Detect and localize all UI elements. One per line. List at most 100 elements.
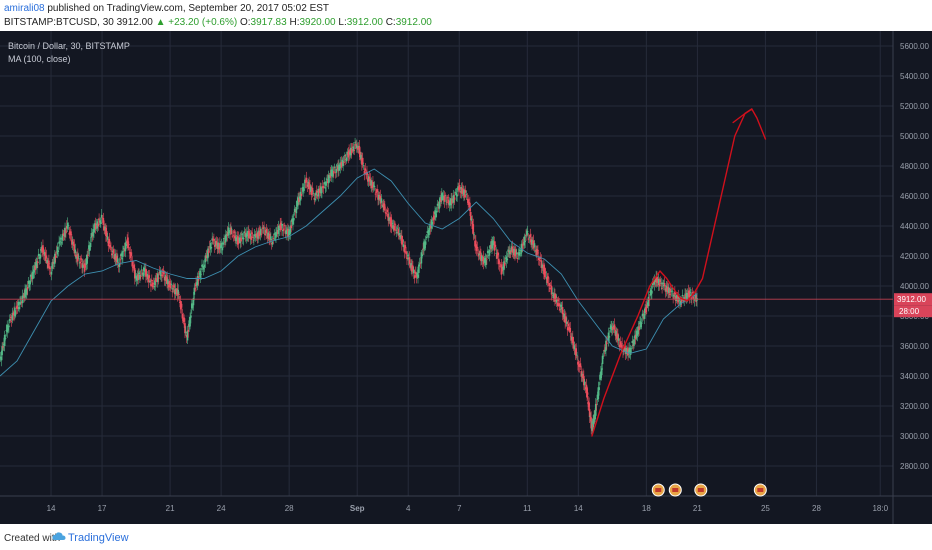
candle-body [86,254,88,264]
high-label: H: [289,17,300,28]
candle-body [250,236,253,240]
candle-body [162,272,164,273]
candle-body [246,235,248,237]
candle-body [118,263,121,267]
candle-body [9,317,12,318]
author-link[interactable]: amirali08 [4,3,45,14]
candle-body [442,195,445,201]
price-chart[interactable]: 2800.003000.003200.003400.003600.003800.… [0,31,932,524]
candle-body [238,237,241,241]
candle-body [120,253,122,257]
candle-body [178,294,180,295]
candle-body [395,229,397,231]
candle-body [222,242,225,245]
candle-body [561,307,564,315]
candle-body [73,244,76,254]
candle-body [352,146,355,152]
candle-body [377,194,379,200]
candle-body [401,235,403,245]
candle-body [1,346,3,356]
candle-body [298,196,301,199]
close-label: C: [385,17,396,28]
candle-body [558,303,560,307]
candle-body [470,218,473,221]
candle-body [623,347,625,351]
candle-body [418,264,420,273]
candle-body [144,268,146,272]
candle-body [572,341,575,349]
candle-body [443,195,446,202]
candle-body [667,286,669,293]
x-tick-label: 25 [761,504,770,513]
candle-body [74,249,77,254]
candle-body [385,213,388,215]
candle-body [549,284,552,286]
candle-body [625,347,628,354]
candle-body [618,344,621,348]
candle-body [601,355,604,365]
candle-body [97,223,100,227]
candle-body [179,301,182,310]
low-label: L: [338,17,347,28]
last-price: 3912.00 [116,17,153,28]
candle-body [388,217,390,221]
candle-body [37,253,40,257]
candle-body [196,275,199,285]
candle-body [372,185,375,187]
candle-body [480,255,483,262]
candle-body [497,252,499,256]
candle-body [339,162,342,169]
candle-body [675,295,678,301]
candle-body [276,230,278,232]
candle-body [232,235,235,237]
tradingview-brand[interactable]: TradingView [68,532,129,544]
candle-body [60,242,63,244]
candle-body [195,282,197,286]
candle-body [436,203,439,206]
candle-body [386,209,389,212]
candle-body [11,312,14,321]
candle-body [586,392,589,395]
candle-body [333,171,335,174]
drawing-annotation[interactable] [732,108,753,124]
candle-body [186,330,189,341]
candle-body [316,190,318,193]
candle-body [382,205,384,207]
candle-body [133,265,135,269]
candle-body [466,198,469,200]
candle-body [583,381,586,385]
candle-body [611,326,613,331]
candle-body [159,270,162,275]
candle-body [236,238,238,239]
candle-body [75,254,77,258]
candle-body [685,294,687,300]
candle-body [128,252,131,254]
candle-body [55,251,58,253]
candle-body [688,290,691,298]
candle-body [391,222,394,224]
candle-body [14,307,16,317]
candle-body [157,277,160,279]
candle-body [217,242,219,250]
candle-body [550,285,553,295]
candle-body [653,279,656,285]
x-tick-label: 21 [693,504,702,513]
candle-body [190,303,193,309]
candle-body [231,235,234,237]
candle-body [34,265,37,271]
candle-body [570,336,572,341]
candle-body [615,331,617,337]
candle-body [306,184,309,187]
candle-body [211,238,213,241]
candle-body [592,419,594,421]
candle-body [98,218,100,220]
candle-body [560,307,563,310]
candle-body [105,227,107,236]
candle-body [537,257,540,261]
drawing-annotation[interactable] [591,108,767,437]
candle-body [578,363,581,367]
x-tick-label: 14 [47,504,56,513]
candle-body [419,262,422,264]
candle-body [441,193,443,201]
candle-body [167,279,169,285]
